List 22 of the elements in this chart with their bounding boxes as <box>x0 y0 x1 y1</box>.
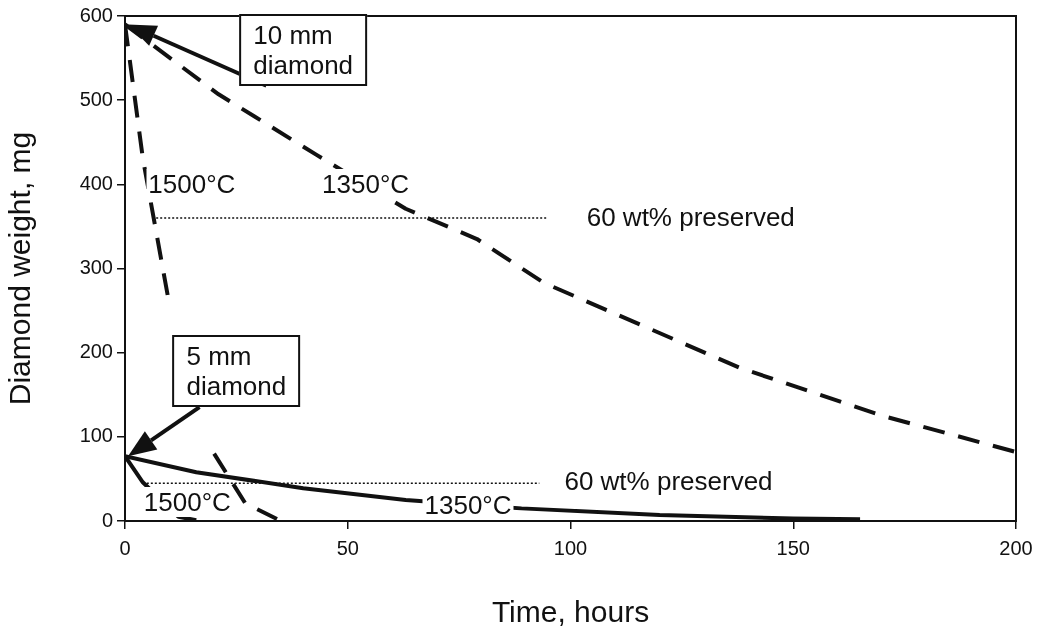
x-axis-title: Time, hours <box>491 595 650 629</box>
x-tick-label: 200 <box>999 536 1033 559</box>
y-tick-label: 600 <box>79 3 113 26</box>
x-tick-label: 150 <box>776 536 810 559</box>
y-axis-title: Diamond weight, mg <box>3 131 37 406</box>
annotation: 1350°C <box>422 490 514 520</box>
x-tick-label: 100 <box>553 536 588 559</box>
y-tick-label: 100 <box>79 424 113 447</box>
x-tick-label: 0 <box>119 536 131 559</box>
annotation: 10 mm diamond <box>239 13 368 86</box>
y-tick-label: 200 <box>79 340 113 363</box>
y-tick-label: 0 <box>101 508 113 531</box>
y-tick-label: 400 <box>79 171 113 194</box>
x-tick-label: 50 <box>336 536 359 559</box>
annotation: 1500°C <box>141 486 233 517</box>
annotation: 1500°C <box>146 169 238 200</box>
annotation: 5 mm diamond <box>172 335 301 408</box>
y-tick-label: 300 <box>79 256 113 279</box>
annotation: 1350°C <box>320 169 412 200</box>
annotation: 60 wt% preserved <box>584 202 797 233</box>
annotation: 60 wt% preserved <box>562 465 775 496</box>
y-tick-label: 500 <box>79 87 113 110</box>
